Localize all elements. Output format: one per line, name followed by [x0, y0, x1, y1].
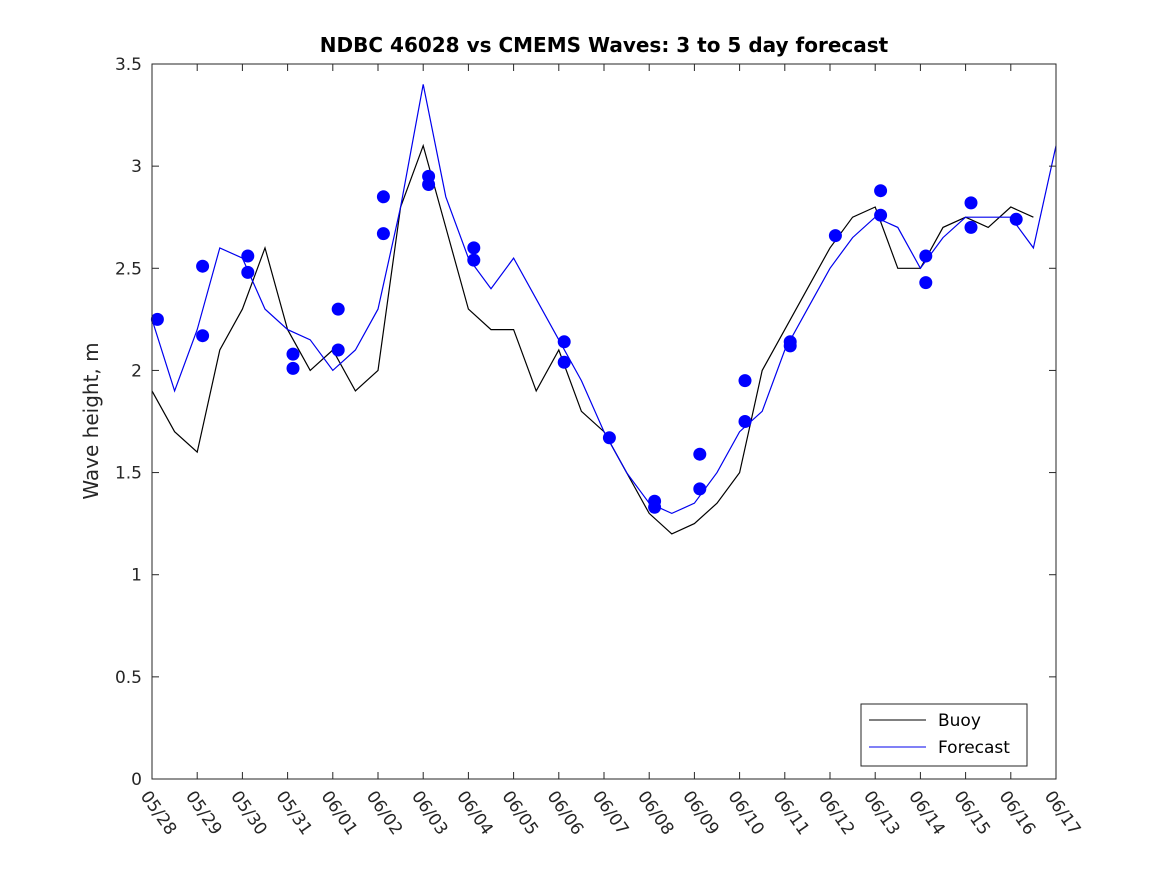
- y-axis: 0 0.5 1 1.5 2 2.5 3 3.5: [115, 55, 1056, 790]
- forecast-marker: [919, 249, 933, 263]
- forecast-marker: [874, 184, 888, 198]
- y-tick-label: 2.5: [115, 259, 142, 279]
- marker-layer: [150, 169, 1023, 514]
- forecast-marker: [241, 265, 255, 279]
- forecast-marker: [738, 415, 752, 428]
- forecast-marker: [467, 253, 481, 267]
- forecast-marker: [286, 347, 300, 361]
- forecast-marker: [331, 302, 345, 316]
- forecast-marker: [964, 196, 978, 210]
- forecast-marker: [648, 500, 662, 514]
- y-tick-label: 3: [131, 157, 142, 177]
- forecast-marker: [241, 249, 255, 263]
- series-line-forecast: [151, 84, 1057, 515]
- forecast-marker: [422, 178, 436, 191]
- forecast-marker: [557, 355, 571, 369]
- y-tick-label: 0: [131, 770, 142, 790]
- plot-area: [152, 64, 1056, 779]
- forecast-marker: [196, 259, 210, 273]
- forecast-marker: [693, 447, 707, 461]
- forecast-marker: [964, 220, 978, 234]
- forecast-marker: [467, 241, 481, 255]
- forecast-marker: [196, 329, 210, 343]
- forecast-marker: [150, 312, 164, 326]
- y-tick-label: 2: [131, 361, 142, 381]
- forecast-marker: [693, 482, 707, 496]
- forecast-marker: [783, 339, 797, 353]
- y-tick-label: 0.5: [115, 668, 142, 688]
- chart-title: NDBC 46028 vs CMEMS Waves: 3 to 5 day fo…: [320, 33, 889, 57]
- y-tick-label: 1: [131, 566, 142, 586]
- forecast-marker: [557, 335, 571, 349]
- forecast-marker: [331, 343, 345, 357]
- forecast-marker: [376, 190, 390, 204]
- forecast-marker: [919, 276, 933, 290]
- legend-label-buoy: Buoy: [938, 711, 981, 731]
- legend: Buoy Forecast: [860, 703, 1028, 767]
- legend-label-forecast: Forecast: [938, 738, 1010, 758]
- forecast-marker: [286, 361, 300, 375]
- series-line-buoy: [151, 143, 1034, 535]
- forecast-marker: [376, 227, 390, 241]
- y-axis-label: Wave height, m: [79, 342, 103, 499]
- series-layer: [151, 84, 1057, 535]
- forecast-marker: [602, 431, 616, 445]
- forecast-marker: [828, 229, 842, 243]
- forecast-marker: [874, 208, 888, 222]
- y-tick-label: 3.5: [115, 55, 142, 75]
- forecast-marker: [1009, 212, 1023, 226]
- legend-box: [860, 703, 1028, 767]
- forecast-marker: [738, 374, 752, 388]
- y-tick-label: 1.5: [115, 464, 142, 484]
